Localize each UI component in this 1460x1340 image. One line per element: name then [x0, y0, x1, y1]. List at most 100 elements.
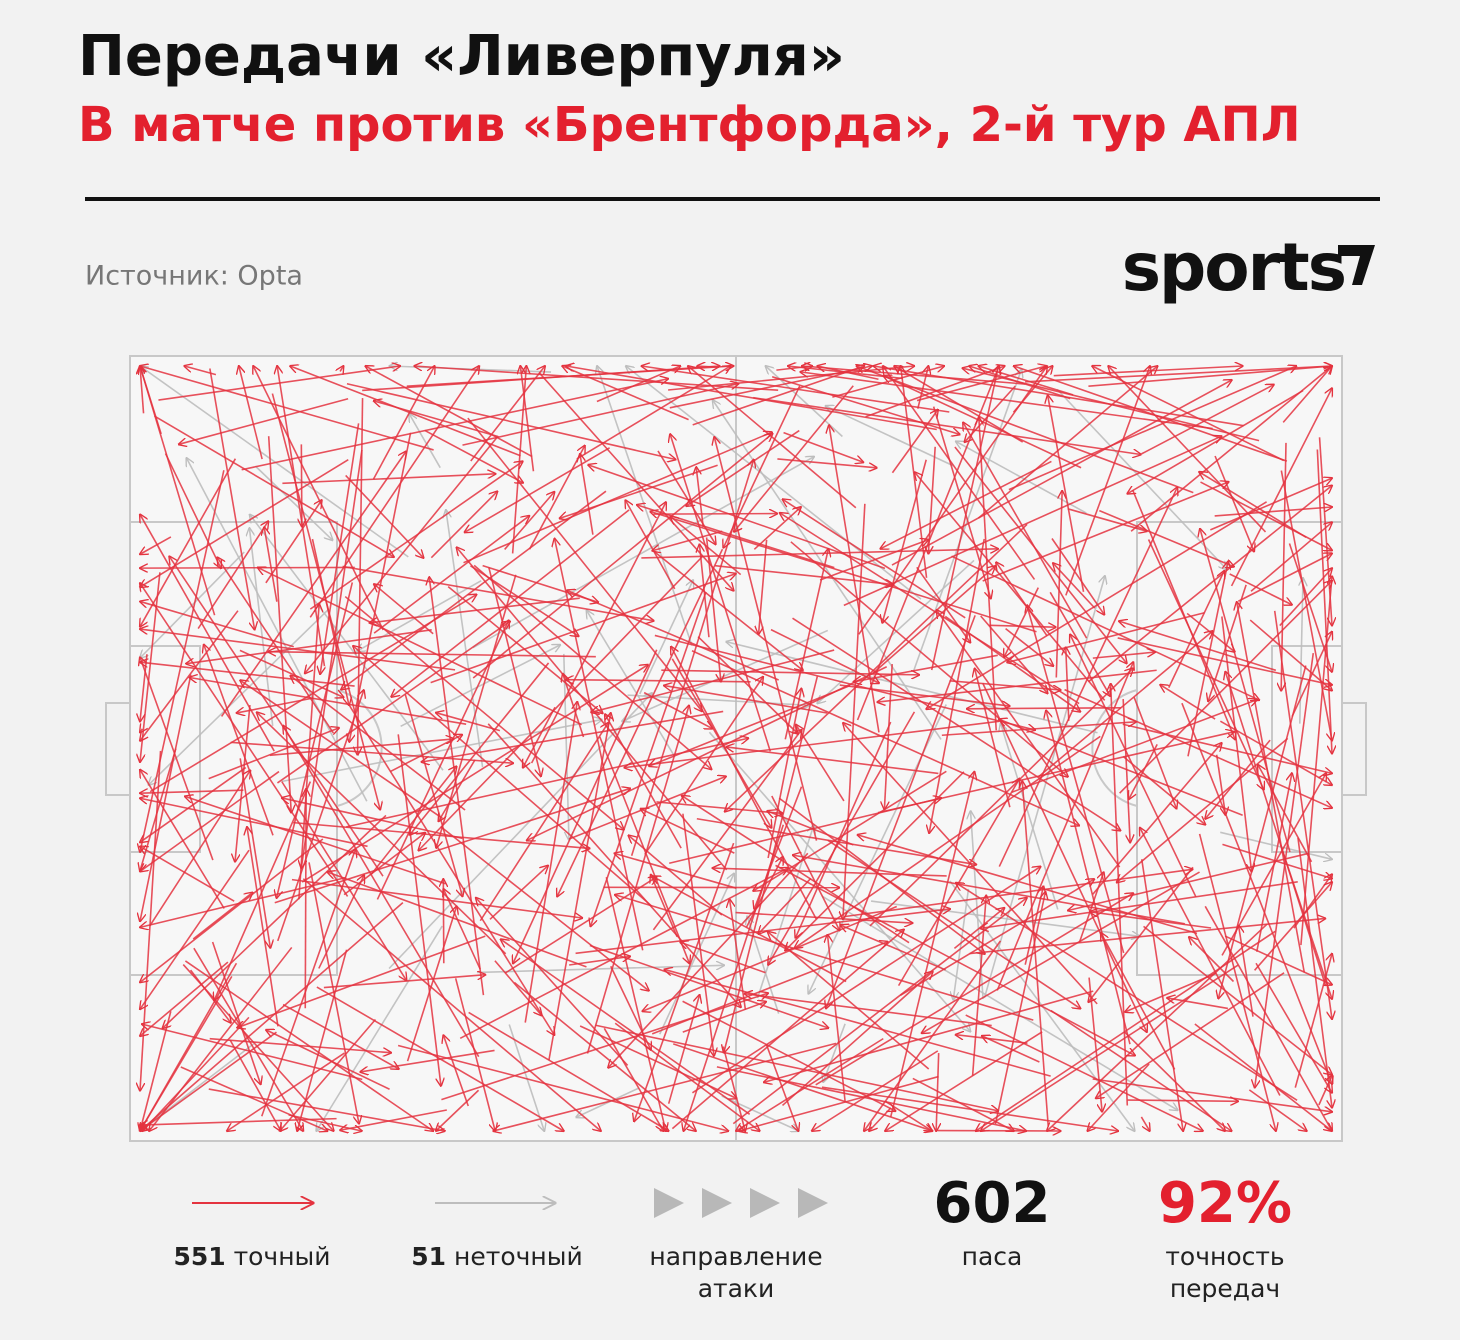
pass-arrow [193, 947, 303, 1131]
pass-arrow [982, 1036, 1040, 1063]
pass-arrow [524, 702, 577, 1023]
pass-arrow [140, 366, 409, 558]
pass-arrow [323, 975, 486, 989]
pass-arrow [1249, 619, 1332, 690]
pass-arrow [488, 567, 541, 776]
pass-arrow [487, 723, 741, 1007]
direction-label: направление [649, 1242, 822, 1271]
pass-arrow [305, 435, 499, 673]
pass-arrow [691, 650, 1079, 826]
pass-arrow [149, 946, 293, 1131]
pass-arrow [301, 665, 648, 883]
pass-arrow [650, 512, 1037, 633]
pass-arrow [643, 691, 712, 729]
pass-arrow [819, 540, 928, 581]
pass-arrow [664, 969, 1051, 1077]
pass-arrow [1224, 935, 1332, 985]
pass-arrow [1215, 754, 1226, 815]
pass-arrow [614, 1022, 759, 1131]
pass-arrow [443, 1035, 469, 1107]
pass-arrow [1237, 553, 1332, 602]
pass-arrow [169, 556, 384, 877]
pass-arrow [211, 941, 261, 1084]
pass-arrow [1108, 366, 1267, 533]
pass-arrow [391, 509, 630, 697]
pass-arrow [274, 788, 630, 904]
pass-arrow [189, 678, 467, 725]
pass-arrow [996, 562, 1048, 637]
pass-arrow [249, 528, 274, 726]
pass-arrow [530, 502, 666, 764]
subtitle: В матче против «Брентфорда», 2-й тур АПЛ [78, 97, 1301, 153]
pass-arrow [699, 544, 710, 638]
logo: sports [1122, 229, 1345, 306]
pass-arrow [140, 961, 229, 1036]
pass-arrow [1280, 470, 1332, 741]
pass-arrow [276, 621, 510, 784]
pass-arrow [671, 658, 771, 828]
pass-arrow [1220, 831, 1332, 859]
pass-arrow [1131, 489, 1235, 739]
pass-arrow [282, 798, 463, 840]
pass-arrow [975, 669, 1011, 808]
pass-arrow [1214, 507, 1332, 517]
pass-arrow [457, 547, 728, 871]
inaccurate-count: 51 [411, 1242, 446, 1271]
pass-arrow [340, 1109, 447, 1130]
pass-arrow [591, 591, 707, 926]
pass-arrow [967, 708, 1121, 709]
pass-arrow [293, 821, 589, 849]
pass-arrow [301, 444, 302, 526]
pass-arrow [468, 1011, 669, 1131]
pass-arrow [186, 458, 368, 802]
total-value: 602 [934, 1171, 1051, 1236]
pass-arrow [462, 384, 738, 446]
direction-arrows [654, 1188, 828, 1218]
pass-arrow [440, 825, 649, 991]
pass-arrow [857, 366, 1194, 494]
pass-arrow [1282, 366, 1332, 423]
pass-arrow [250, 515, 444, 771]
pass-arrow [932, 406, 991, 599]
pass-arrow [1200, 529, 1291, 853]
pass-arrow [1011, 700, 1257, 794]
pass-arrow [320, 423, 360, 674]
pass-arrow [1101, 933, 1176, 1070]
pass-arrow [140, 838, 324, 982]
pass-arrow [345, 474, 424, 557]
pass-arrow [209, 368, 255, 630]
pass-arrow [1064, 688, 1332, 808]
pass-arrow [817, 366, 879, 381]
pass-arrow [341, 490, 607, 689]
source: Источник: Opta [85, 261, 303, 292]
pass-arrow [362, 366, 719, 392]
pass-arrow [768, 932, 930, 1070]
pass-arrow [140, 1011, 172, 1131]
pass-arrow [770, 628, 879, 684]
pass-arrow [370, 766, 457, 875]
pass-arrow [1218, 665, 1307, 999]
pass-arrow [843, 436, 1222, 607]
pass-arrow [282, 474, 495, 485]
pass-arrow [277, 690, 364, 942]
accurate-label: точный [234, 1242, 331, 1271]
pass-arrow [1189, 937, 1235, 983]
pass-arrow [745, 994, 992, 1027]
pass-arrow [587, 610, 676, 758]
pass-arrow [489, 866, 548, 920]
pass-arrow [965, 385, 1016, 442]
pass-arrow [140, 458, 237, 627]
pass-arrow [653, 514, 777, 515]
pass-arrow [1087, 1063, 1150, 1131]
pass-arrow [953, 888, 970, 1000]
pass-arrow [792, 617, 1121, 830]
pass-arrow [884, 664, 893, 809]
pass-arrow [889, 772, 975, 1118]
pass-arrow [1219, 720, 1332, 785]
pass-arrow [308, 862, 359, 1123]
pass-arrow [627, 694, 809, 705]
pass-arrow [628, 835, 723, 916]
pass-arrow [713, 868, 947, 877]
pass-arrow [1205, 739, 1271, 819]
pass-arrow [858, 366, 1047, 635]
